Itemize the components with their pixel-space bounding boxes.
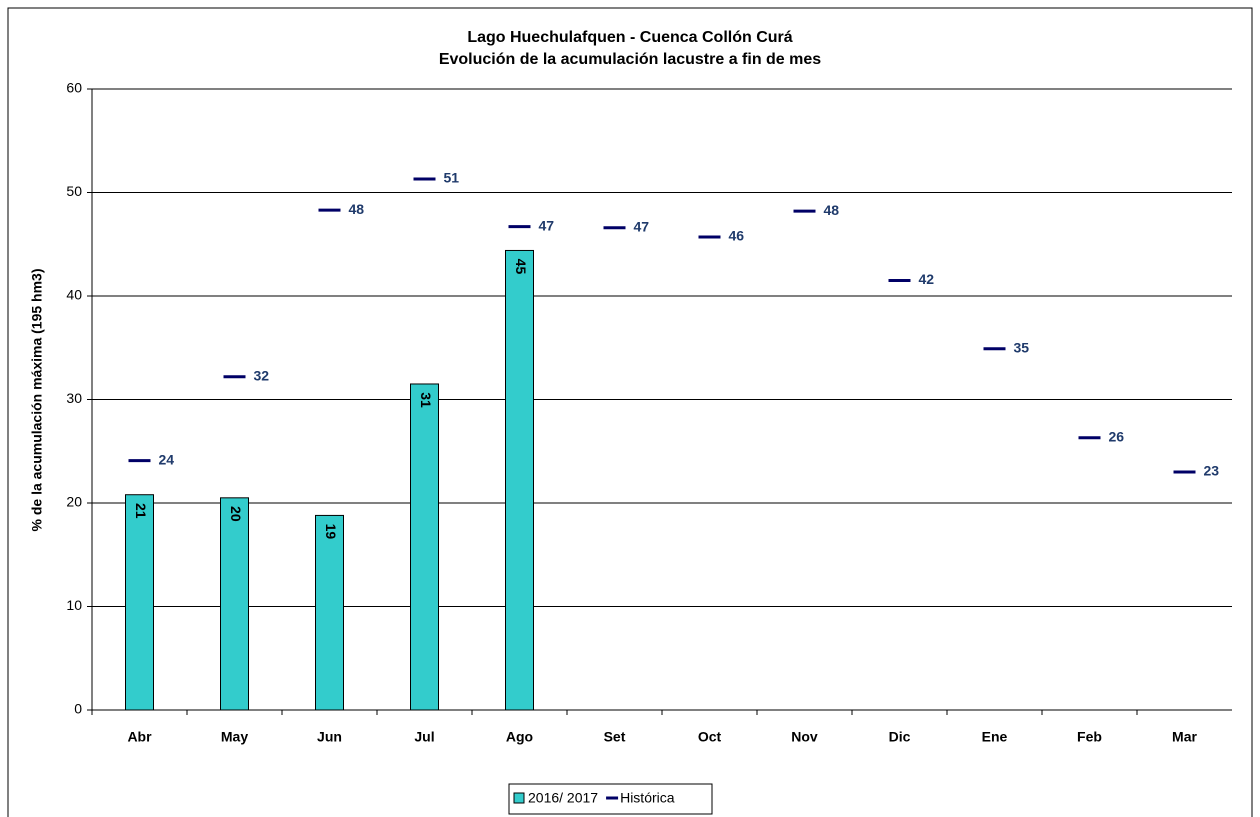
bar	[410, 383, 439, 711]
data-label: 46	[729, 228, 745, 244]
bar	[505, 249, 534, 711]
bar	[315, 514, 344, 711]
y-axis-label: % de la acumulación máxima (195 hm3)	[29, 269, 45, 532]
data-label: 42	[919, 271, 935, 287]
data-label: 47	[539, 217, 555, 233]
legend-label: 2016/ 2017	[528, 790, 598, 806]
data-label: 20	[228, 506, 244, 522]
data-label: 23	[1204, 463, 1220, 479]
data-label: 26	[1109, 428, 1125, 444]
y-tick-label: 20	[66, 494, 82, 510]
chart-subtitle: Evolución de la acumulación lacustre a f…	[439, 51, 821, 68]
data-label: 21	[133, 503, 149, 519]
data-label: 48	[824, 202, 840, 218]
x-tick-label: Ene	[982, 729, 1008, 745]
chart-title: Lago Huechulafquen - Cuenca Collón Curá	[467, 29, 792, 46]
x-tick-label: Dic	[889, 729, 911, 745]
x-tick-label: Mar	[1172, 729, 1197, 745]
y-tick-label: 50	[66, 183, 82, 199]
x-tick-label: Set	[604, 729, 626, 745]
x-tick-label: Jun	[317, 729, 342, 745]
x-tick-label: May	[221, 729, 248, 745]
chart-border	[7, 7, 1253, 817]
data-label: 47	[634, 218, 650, 234]
legend-swatch	[513, 792, 525, 804]
x-tick-label: Oct	[698, 729, 722, 745]
x-tick-label: Abr	[127, 729, 152, 745]
data-label: 45	[513, 259, 529, 275]
y-tick-label: 10	[66, 597, 82, 613]
bar	[125, 494, 154, 711]
y-tick-label: 60	[66, 80, 82, 96]
y-tick-label: 30	[66, 390, 82, 406]
bar	[220, 497, 249, 711]
legend-label: Histórica	[620, 790, 675, 806]
x-tick-label: Feb	[1077, 729, 1102, 745]
x-tick-label: Nov	[791, 729, 818, 745]
data-label: 32	[254, 367, 270, 383]
data-label: 48	[349, 201, 365, 217]
x-tick-label: Jul	[414, 729, 434, 745]
data-label: 19	[323, 524, 339, 540]
y-tick-label: 0	[74, 701, 82, 717]
y-tick-label: 40	[66, 287, 82, 303]
data-label: 51	[444, 170, 460, 186]
data-label: 31	[418, 392, 434, 408]
data-label: 24	[159, 451, 175, 467]
data-label: 35	[1014, 339, 1030, 355]
x-tick-label: Ago	[506, 729, 533, 745]
